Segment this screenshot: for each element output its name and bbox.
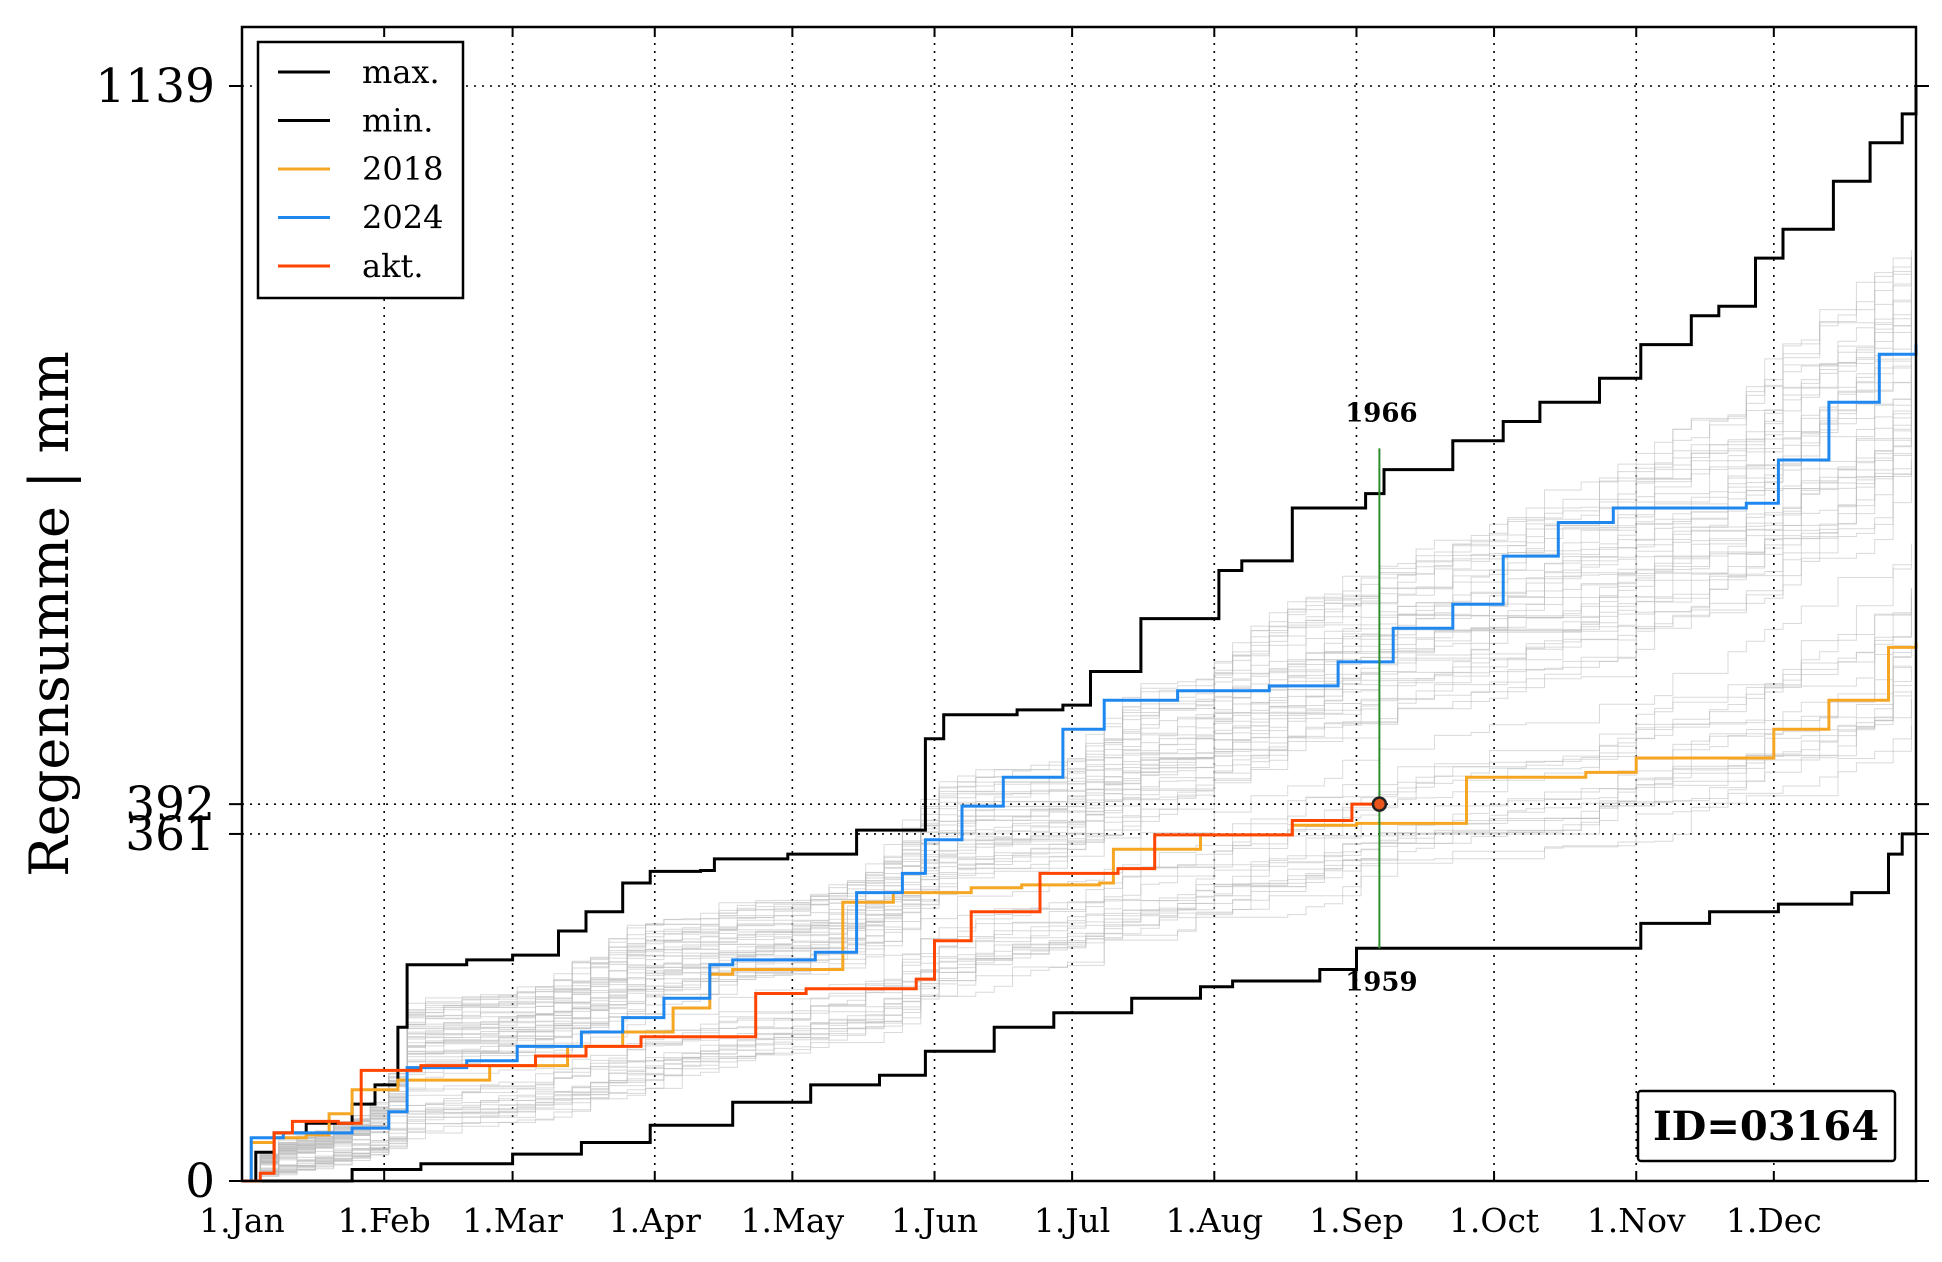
legend-label: min. — [362, 102, 433, 140]
background-year-line — [242, 313, 1912, 1182]
reference-lines — [1371, 448, 1388, 949]
x-tick-label: 1.Dec — [1726, 1201, 1822, 1240]
background-year-line — [242, 267, 1912, 1182]
background-year-line — [242, 453, 1912, 1182]
background-year-line — [242, 322, 1912, 1182]
series-lines — [242, 86, 1918, 1183]
station-id-label: ID=03164 — [1653, 1103, 1879, 1150]
background-year-line — [242, 593, 1912, 1182]
series-line-min — [242, 832, 1916, 1183]
background-year-line — [242, 690, 1912, 1182]
background-year-line — [242, 271, 1912, 1182]
x-tick-label: 1.Mar — [462, 1201, 563, 1240]
x-tick-label: 1.Sep — [1309, 1201, 1404, 1240]
background-year-line — [242, 458, 1912, 1182]
background-year-line — [242, 292, 1912, 1182]
series-line-max — [242, 86, 1918, 1183]
plot-frame — [240, 25, 1918, 1183]
background-year-line — [242, 438, 1912, 1182]
x-tick-label: 1.May — [741, 1201, 845, 1240]
background-year-line — [242, 699, 1912, 1182]
background-year-line — [242, 665, 1912, 1182]
legend-label: max. — [362, 53, 440, 91]
annotation-year-label: 1966 — [1345, 398, 1417, 428]
station-id-frame — [1636, 1089, 1897, 1163]
background-year-line — [242, 301, 1912, 1182]
series-line-2018 — [242, 642, 1918, 1183]
x-tick-label: 1.Jan — [199, 1201, 285, 1240]
background-year-line — [242, 359, 1912, 1182]
station-id-box: ID=03164 — [1636, 1089, 1897, 1163]
y-tick-label: 0 — [185, 1154, 215, 1209]
y-tick-label: 392 — [125, 777, 215, 832]
background-year-line — [242, 437, 1912, 1182]
background-year-line — [242, 349, 1912, 1182]
background-year-line — [242, 298, 1912, 1182]
annotations: 1966 1959 — [1345, 398, 1417, 997]
x-tick-label: 1.Apr — [609, 1201, 701, 1240]
legend: max. min. 2018 2024 akt. — [256, 40, 465, 300]
y-axis-label: Regensumme | mm — [18, 351, 81, 877]
x-tick-label: 1.Oct — [1449, 1201, 1539, 1240]
legend-label: 2018 — [362, 150, 443, 188]
series-line-akt — [242, 802, 1375, 1183]
x-tick-label: 1.Feb — [338, 1201, 431, 1240]
x-tick-label: 1.Aug — [1165, 1201, 1263, 1240]
background-year-line — [242, 588, 1912, 1182]
x-tick-label: 1.Jul — [1034, 1201, 1111, 1240]
x-tick-label: 1.Jun — [891, 1201, 978, 1240]
background-year-line — [242, 379, 1912, 1182]
background-year-line — [242, 273, 1912, 1182]
y-tick-label: 361 — [125, 807, 215, 862]
legend-label: akt. — [362, 247, 424, 285]
background-year-line — [242, 453, 1912, 1182]
background-year-lines — [242, 250, 1912, 1182]
background-year-line — [242, 360, 1912, 1182]
current-value-marker — [1371, 796, 1388, 812]
legend-label: 2024 — [362, 199, 443, 237]
background-year-line — [242, 657, 1912, 1182]
y-tick-label: 1139 — [95, 59, 215, 114]
background-year-line — [242, 416, 1912, 1182]
background-year-line — [242, 468, 1912, 1182]
axis-ticks: 1.Jan 1.Feb 1.Mar 1.Apr 1.May 1.Jun 1.Jul 1.Aug… — [95, 27, 1929, 1240]
background-year-line — [242, 695, 1912, 1182]
annotation-year-label: 1959 — [1345, 967, 1417, 997]
x-tick-label: 1.Nov — [1587, 1201, 1686, 1240]
background-year-line — [242, 596, 1912, 1182]
